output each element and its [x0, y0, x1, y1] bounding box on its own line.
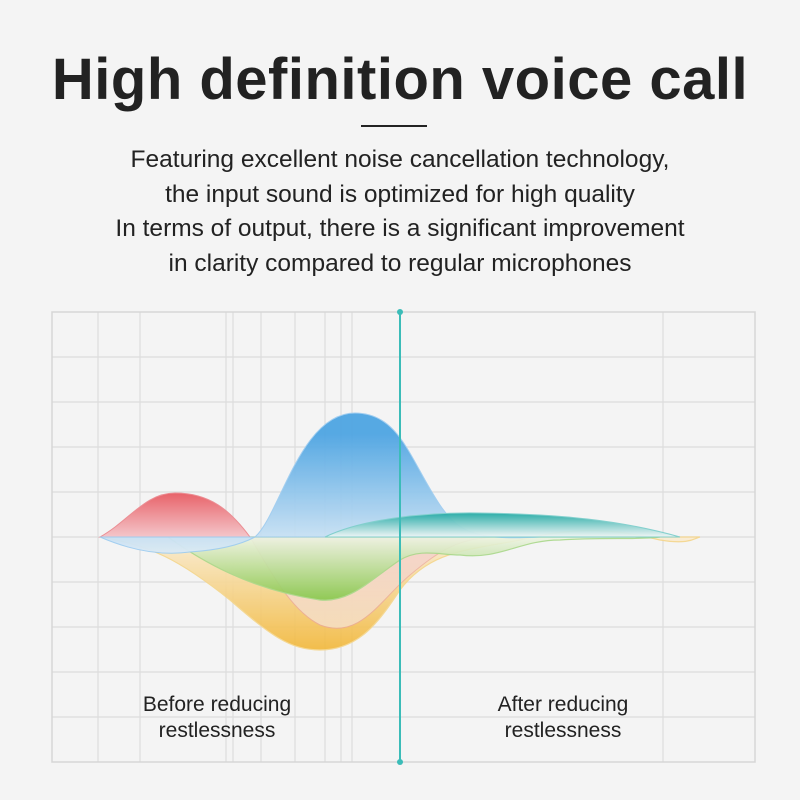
red-wave [98, 492, 251, 538]
description-line: In terms of output, there is a significa… [115, 215, 685, 242]
title-divider [361, 125, 427, 127]
description-line: the input sound is optimized for high qu… [165, 180, 635, 208]
description: Featuring excellent noise cancellation t… [0, 143, 800, 281]
divider-bottom-dot [397, 759, 403, 765]
description-line: Featuring excellent noise cancellation t… [130, 146, 670, 173]
before-label: Before reducing restlessness [97, 692, 337, 744]
description-line: in clarity compared to regular microphon… [168, 249, 632, 277]
green-wave [166, 536, 661, 601]
divider-top-dot [397, 309, 403, 315]
after-label: After reducing restlessness [443, 692, 683, 744]
after-label-line: After reducing [497, 693, 629, 716]
before-label-line: restlessness [158, 719, 276, 742]
graph-frame [51, 311, 756, 763]
after-label-line: restlessness [504, 719, 622, 742]
page-title: High definition voice call [51, 47, 749, 112]
before-label-line: Before reducing [142, 693, 292, 716]
teal-wave [324, 512, 681, 538]
